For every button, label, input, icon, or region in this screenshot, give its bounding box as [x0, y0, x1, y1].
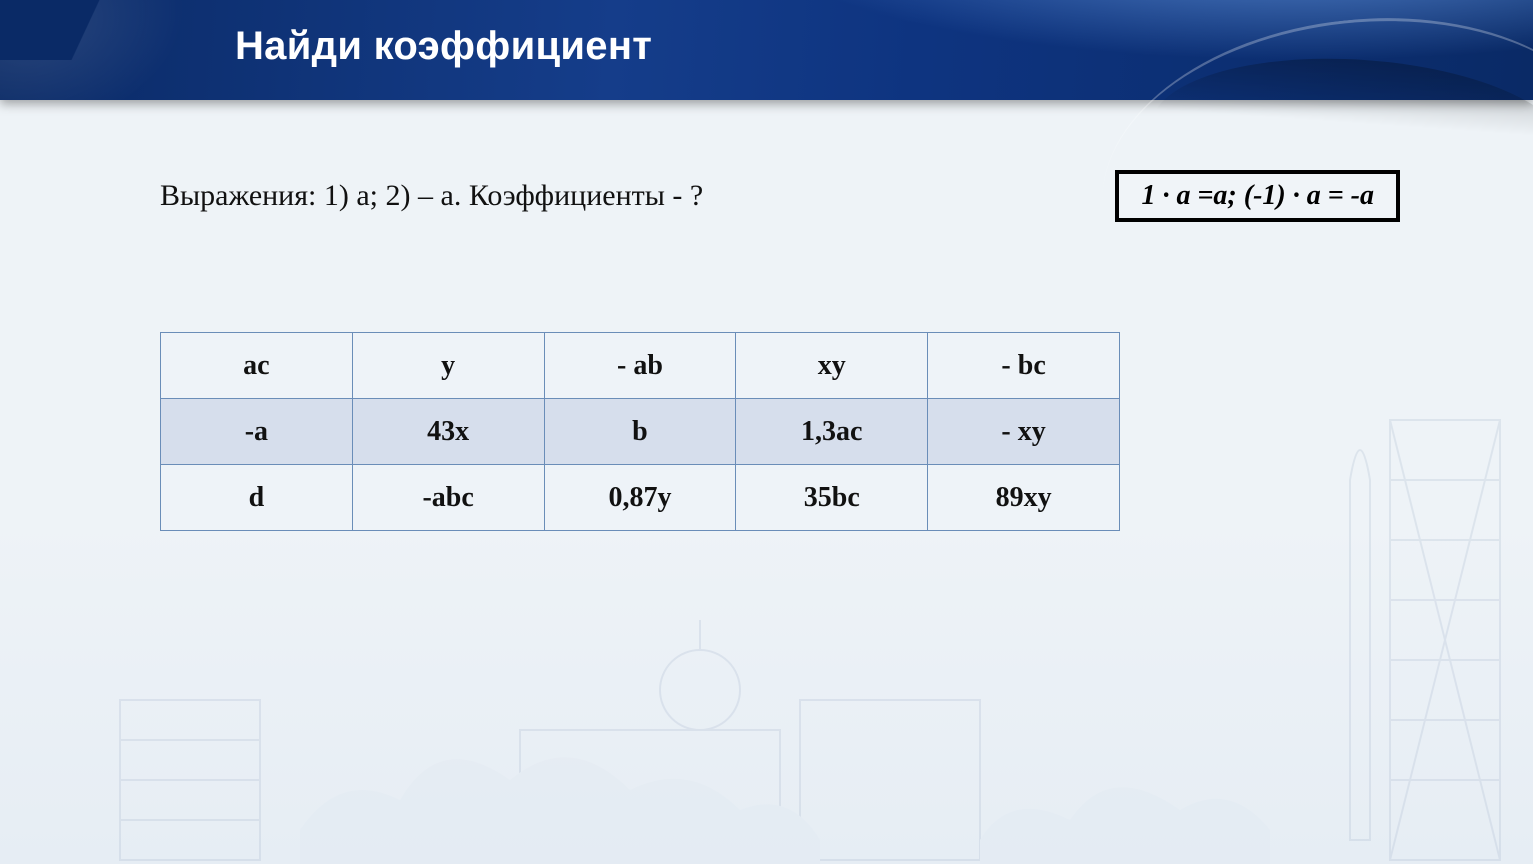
table-cell: 1,3ac — [736, 399, 928, 465]
banner-left-accent — [0, 0, 170, 60]
banner-swoosh — [1151, 45, 1533, 154]
table-row: -a 43x b 1,3ac - xy — [161, 399, 1120, 465]
table-cell: 0,87y — [544, 465, 736, 531]
table-cell: 43x — [352, 399, 544, 465]
subtitle-row: Выражения: 1) a; 2) – a. Коэффициенты - … — [160, 170, 1400, 222]
expression-table: ac y - ab xy - bc -a 43x b 1,3ac - xy d … — [160, 332, 1120, 531]
table-cell: 35bc — [736, 465, 928, 531]
table-cell: ac — [161, 333, 353, 399]
table-cell: - bc — [928, 333, 1120, 399]
table-cell: 89xy — [928, 465, 1120, 531]
table-cell: -a — [161, 399, 353, 465]
slide-title: Найди коэффициент — [235, 24, 652, 69]
table-cell: - ab — [544, 333, 736, 399]
table-cell: - xy — [928, 399, 1120, 465]
table-row: d -abc 0,87y 35bc 89xy — [161, 465, 1120, 531]
coefficient-rule-box: 1 · a =a; (-1) · a = -a — [1115, 170, 1400, 222]
table-cell: y — [352, 333, 544, 399]
table-cell: d — [161, 465, 353, 531]
slide: Найди коэффициент Выражения: 1) a; 2) – … — [0, 0, 1533, 864]
subtitle-text: Выражения: 1) a; 2) – a. Коэффициенты - … — [160, 179, 703, 213]
table-row: ac y - ab xy - bc — [161, 333, 1120, 399]
table-cell: -abc — [352, 465, 544, 531]
table-cell: xy — [736, 333, 928, 399]
table-cell: b — [544, 399, 736, 465]
title-banner — [0, 0, 1533, 100]
